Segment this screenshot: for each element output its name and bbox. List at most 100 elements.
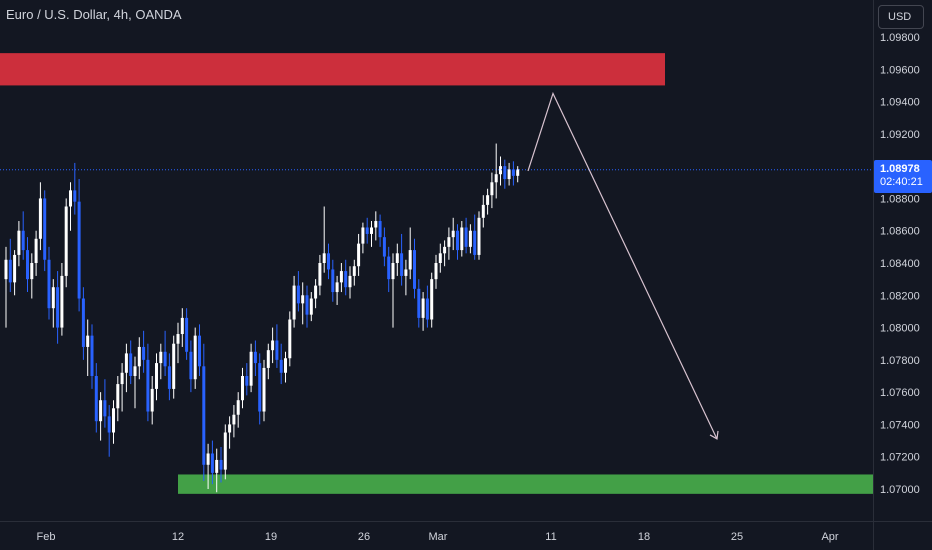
candle-body: [4, 259, 8, 280]
candle-body: [473, 230, 477, 255]
candle-body: [21, 230, 25, 251]
candle-body: [374, 221, 378, 228]
candle-body: [318, 263, 322, 286]
time-tick-label: Mar: [429, 531, 448, 543]
candle-body: [64, 206, 68, 276]
candle-body: [464, 227, 468, 247]
candle-body: [94, 376, 98, 422]
candle-body: [146, 359, 150, 412]
price-axis[interactable]: 1.09800 1.09600 1.09400 1.09200 1.08800 1.086…: [873, 0, 920, 550]
candle-body: [90, 335, 94, 376]
candle-body: [322, 253, 326, 263]
candle-body: [382, 237, 386, 257]
candle-body: [232, 414, 236, 425]
candle-body: [339, 271, 343, 283]
candles-layer: [4, 143, 520, 493]
candle-body: [81, 298, 85, 347]
candle-body: [284, 358, 287, 373]
candle-body: [275, 340, 279, 360]
candle-body: [378, 221, 382, 238]
candle-body: [34, 238, 38, 263]
candle-body: [507, 169, 511, 180]
candle-body: [198, 335, 201, 367]
candle-body: [210, 453, 214, 473]
candle-body: [413, 250, 416, 289]
candle-body: [116, 384, 120, 409]
candle-body: [77, 201, 81, 299]
candle-body: [215, 459, 219, 473]
candle-body: [292, 285, 296, 320]
candle-body: [112, 408, 115, 433]
candle-body: [503, 166, 507, 180]
candle-body: [150, 388, 154, 412]
price-tick-label: 1.09200: [880, 129, 920, 141]
candle-body: [447, 237, 451, 247]
candle-body: [103, 400, 107, 417]
overlay-layer: [0, 91, 873, 440]
candle-body: [443, 246, 447, 254]
candle-body: [400, 253, 404, 276]
demand-zone: [178, 474, 873, 494]
candle-body: [56, 287, 60, 328]
price-tick-label: 1.08400: [880, 258, 920, 270]
candle-body: [236, 400, 240, 415]
candle-body: [124, 353, 128, 373]
candle-body: [262, 367, 266, 412]
candle-body: [331, 269, 335, 293]
candle-body: [107, 416, 111, 433]
candle-body: [13, 254, 17, 283]
candle-body: [120, 372, 124, 385]
candle-body: [159, 351, 163, 364]
price-tick-label: 1.08800: [880, 193, 920, 205]
candle-body: [47, 259, 51, 309]
candle-body: [357, 243, 361, 267]
symbol-title[interactable]: Euro / U.S. Dollar, 4h, OANDA: [6, 7, 182, 22]
last-price-label: 1.08978 02:40:21: [874, 160, 932, 193]
candle-body: [395, 253, 399, 263]
candle-body: [511, 169, 515, 176]
candle-body: [185, 317, 189, 352]
candle-body: [481, 204, 485, 218]
candle-body: [421, 298, 425, 318]
candle-body: [245, 376, 249, 386]
candle-body: [253, 351, 257, 364]
candle-body: [133, 366, 137, 376]
time-axis[interactable]: Feb 12 19 26 Mar 11 18 25 Apr: [0, 521, 932, 544]
candle-body: [288, 319, 292, 359]
candle-body: [202, 366, 206, 465]
candle-body: [451, 230, 455, 238]
time-tick-label: Apr: [821, 531, 838, 543]
candle-body: [430, 279, 434, 320]
candle-body: [176, 334, 180, 344]
candle-body: [258, 363, 262, 412]
candle-body: [305, 295, 309, 315]
candle-body: [228, 424, 232, 433]
candle-body: [301, 295, 305, 304]
candle-body: [17, 230, 21, 255]
time-tick-label: 18: [638, 531, 650, 543]
candle-body: [38, 198, 42, 239]
price-tick-label: 1.08200: [880, 290, 920, 302]
candle-body: [494, 174, 498, 183]
price-tick-label: 1.07200: [880, 452, 920, 464]
candle-body: [335, 282, 339, 293]
candle-body: [219, 459, 223, 470]
candle-body: [387, 256, 391, 280]
candle-body: [206, 453, 210, 465]
candle-body: [404, 269, 408, 276]
currency-button[interactable]: USD: [878, 5, 924, 29]
price-tick-label: 1.09800: [880, 32, 920, 44]
candle-body: [361, 227, 365, 244]
price-tick-label: 1.07000: [880, 484, 920, 496]
candle-body: [352, 266, 356, 276]
candle-body: [69, 190, 72, 207]
candle-body: [249, 351, 253, 386]
projection-arrowhead: [709, 430, 719, 440]
price-tick-label: 1.08000: [880, 323, 920, 335]
time-tick-label: 25: [731, 531, 743, 543]
time-tick-label: Feb: [37, 531, 56, 543]
candle-body: [223, 432, 227, 470]
candle-body: [99, 400, 103, 422]
candle-body: [30, 263, 34, 280]
